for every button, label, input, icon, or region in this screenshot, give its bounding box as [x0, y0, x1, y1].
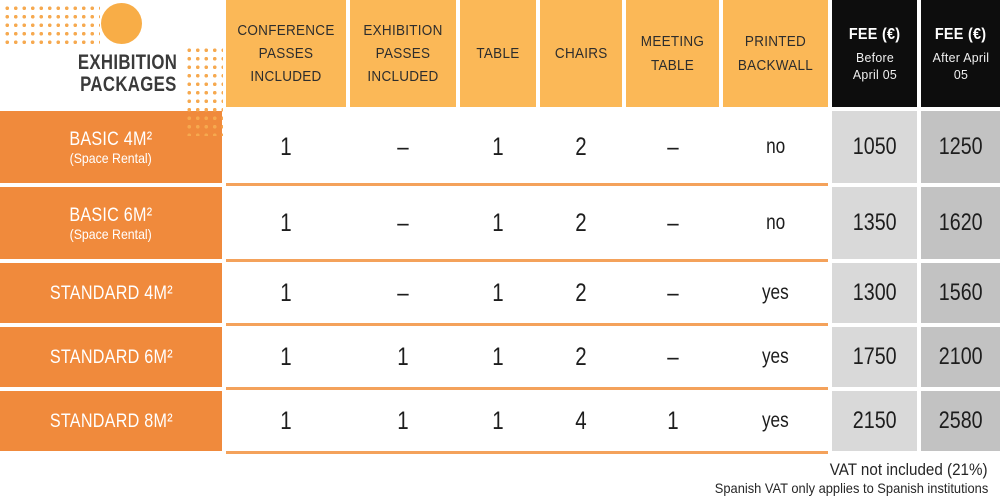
table-cell: 1 [226, 111, 346, 183]
dot-grid-right [185, 46, 223, 136]
package-note: (Space Rental) [69, 225, 153, 242]
row-separator [226, 323, 828, 326]
table-cell: – [626, 187, 719, 259]
row-separator [226, 259, 828, 262]
pricing-grid: CONFERENCE PASSES INCLUDED EXHIBITION PA… [0, 0, 1000, 451]
table-cell: 1 [460, 263, 536, 323]
fee-cell: 2580 [921, 391, 1000, 451]
table-cell: no [723, 187, 828, 259]
column-header-chairs: CHAIRS [540, 0, 622, 107]
package-name: BASIC 4M² [69, 128, 153, 150]
vat-scope-note: Spanish VAT only applies to Spanish inst… [714, 480, 988, 496]
table-cell: 1 [460, 327, 536, 387]
table-cell: 2 [540, 111, 622, 183]
table-cell: yes [723, 391, 828, 451]
orange-circle [101, 3, 142, 44]
table-cell: 2 [540, 327, 622, 387]
package-note: (Space Rental) [69, 149, 153, 166]
fee-cell: 1750 [832, 327, 917, 387]
fee-cell: 1300 [832, 263, 917, 323]
table-cell: 1 [226, 263, 346, 323]
fee-label: FEE (€) [848, 26, 901, 44]
page-title: EXHIBITION PACKAGES [0, 52, 177, 95]
row-header-basic-6m: BASIC 6M² (Space Rental) [0, 187, 222, 259]
fee-cell: 2100 [921, 327, 1000, 387]
column-header-table: TABLE [460, 0, 536, 107]
package-name: STANDARD 4M² [49, 282, 173, 304]
package-name: STANDARD 6M² [49, 346, 173, 368]
package-name: STANDARD 8M² [49, 410, 173, 432]
table-cell: – [350, 111, 456, 183]
page-title-line2: PACKAGES [80, 72, 177, 96]
column-header-meeting-table: MEETING TABLE [626, 0, 719, 107]
fee-cell: 1350 [832, 187, 917, 259]
page-title-line1: EXHIBITION [77, 51, 177, 74]
fee-cell: 1620 [921, 187, 1000, 259]
table-cell: 1 [226, 391, 346, 451]
column-header-printed-backwall: PRINTED BACKWALL [723, 0, 828, 107]
fee-sublabel: After April 05 [932, 50, 989, 82]
table-cell: yes [723, 263, 828, 323]
table-cell: – [350, 187, 456, 259]
fee-cell: 1250 [921, 111, 1000, 183]
fee-cell: 1560 [921, 263, 1000, 323]
table-cell: 1 [460, 111, 536, 183]
table-cell: 1 [350, 327, 456, 387]
fee-cell: 2150 [832, 391, 917, 451]
package-name: BASIC 6M² [69, 204, 153, 226]
table-cell: no [723, 111, 828, 183]
table-cell: 1 [460, 187, 536, 259]
fee-cell: 1050 [832, 111, 917, 183]
row-separator [226, 451, 828, 454]
dot-grid-topleft [3, 4, 100, 47]
table-cell: 1 [350, 391, 456, 451]
row-header-standard-4m: STANDARD 4M² [0, 263, 222, 323]
row-separator [226, 183, 828, 186]
table-cell: 4 [540, 391, 622, 451]
fee-sublabel: Before April 05 [852, 50, 897, 82]
table-cell: – [350, 263, 456, 323]
column-header-exhibition-passes: EXHIBITION PASSES INCLUDED [350, 0, 456, 107]
table-cell: 1 [460, 391, 536, 451]
row-header-standard-8m: STANDARD 8M² [0, 391, 222, 451]
table-cell: 2 [540, 263, 622, 323]
table-cell: yes [723, 327, 828, 387]
column-header-fee-after: FEE (€) After April 05 [921, 0, 1000, 107]
table-cell: – [626, 111, 719, 183]
table-cell: 1 [226, 187, 346, 259]
column-header-fee-before: FEE (€) Before April 05 [832, 0, 917, 107]
row-header-standard-6m: STANDARD 6M² [0, 327, 222, 387]
row-separator [226, 387, 828, 390]
vat-note: VAT not included (21%) [830, 461, 988, 479]
fee-label: FEE (€) [934, 26, 987, 44]
footnotes: VAT not included (21%) Spanish VAT only … [691, 461, 988, 498]
table-cell: – [626, 327, 719, 387]
table-cell: – [626, 263, 719, 323]
table-cell: 1 [626, 391, 719, 451]
table-cell: 2 [540, 187, 622, 259]
column-header-conference-passes: CONFERENCE PASSES INCLUDED [226, 0, 346, 107]
table-cell: 1 [226, 327, 346, 387]
